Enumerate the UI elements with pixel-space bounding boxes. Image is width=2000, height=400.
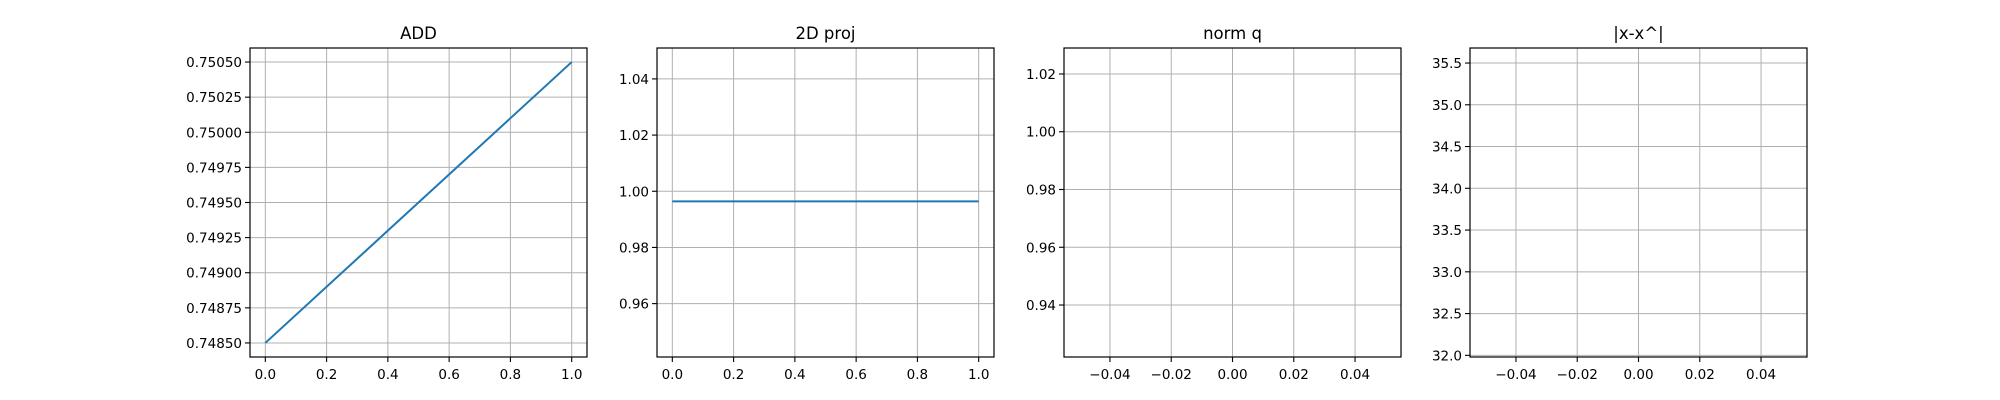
- subplot-title: |x-x^|: [1613, 24, 1663, 43]
- x-tick-label: −0.02: [1557, 367, 1598, 383]
- x-tick-label: 0.02: [1685, 367, 1715, 383]
- y-tick-label: 0.74900: [186, 266, 242, 282]
- y-tick-label: 0.74975: [186, 160, 242, 176]
- y-tick-label: 34.5: [1432, 140, 1462, 156]
- y-tick-label: 32.5: [1432, 307, 1462, 323]
- axes-frame: [656, 47, 995, 358]
- y-tick-label: 0.94: [1026, 298, 1056, 314]
- x-tick-label: 0.00: [1623, 367, 1653, 383]
- subplot-title: norm q: [1203, 24, 1262, 43]
- x-tick-label: 0.02: [1279, 367, 1309, 383]
- series-line-1: [264, 61, 573, 344]
- x-tick-label: −0.04: [1495, 367, 1536, 383]
- y-tick-label: 0.75050: [186, 55, 242, 71]
- y-tick-label: 1.00: [619, 184, 649, 200]
- x-tick-label: 0.6: [845, 367, 866, 383]
- subplot-1: 0.0 0.2 0.4 0.6 0.8 1.0 0.74850 0.74875 0.74900 0…: [186, 24, 588, 383]
- y-tick-label: 33.5: [1432, 223, 1462, 239]
- y-tick-label: 0.74850: [186, 336, 242, 352]
- x-tick-label: 0.2: [723, 367, 744, 383]
- x-tick-label: 0.0: [255, 367, 276, 383]
- y-tick-label: 0.96: [1026, 240, 1056, 256]
- y-tick-label: 0.98: [1026, 183, 1056, 199]
- y-tick-label: 0.74925: [186, 231, 242, 247]
- x-tick-label: 0.04: [1340, 367, 1370, 383]
- x-tick-label: 0.4: [784, 367, 805, 383]
- x-tick-label: −0.04: [1089, 367, 1130, 383]
- x-tick-label: 0.0: [662, 367, 683, 383]
- x-tick-label: 0.8: [500, 367, 521, 383]
- x-tick-label: −0.02: [1151, 367, 1192, 383]
- y-tick-label: 1.02: [619, 128, 649, 144]
- subplot-title: ADD: [400, 24, 437, 43]
- y-tick-label: 1.04: [619, 72, 649, 88]
- x-tick-label: 0.04: [1746, 367, 1776, 383]
- y-tick-label: 0.96: [619, 297, 649, 313]
- y-tick-label: 32.0: [1432, 348, 1462, 364]
- y-tick-label: 0.75025: [186, 90, 242, 106]
- y-tick-label: 0.75000: [186, 125, 242, 141]
- x-tick-label: 0.2: [316, 367, 337, 383]
- x-tick-label: 1.0: [968, 367, 989, 383]
- y-tick-label: 1.02: [1026, 67, 1056, 83]
- subplot-title: 2D proj: [795, 24, 855, 43]
- subplot-3: −0.04 −0.02 0.00 0.02 0.04 0.94 0.96 0.98 1.00 1.…: [1026, 24, 1402, 383]
- x-tick-label: 0.6: [438, 367, 459, 383]
- y-tick-label: 0.74950: [186, 196, 242, 212]
- x-tick-label: 0.4: [377, 367, 398, 383]
- y-tick-label: 0.98: [619, 240, 649, 256]
- x-tick-label: 0.8: [907, 367, 928, 383]
- y-tick-label: 1.00: [1026, 125, 1056, 141]
- y-tick-label: 34.0: [1432, 181, 1462, 197]
- y-tick-label: 0.74875: [186, 301, 242, 317]
- subplot-4: −0.04 −0.02 0.00 0.02 0.04 32.0 32.5 33.0 33.5 34…: [1432, 24, 1808, 383]
- x-tick-label: 1.0: [561, 367, 582, 383]
- y-tick-label: 35.0: [1432, 98, 1462, 114]
- subplot-2: 0.0 0.2 0.4 0.6 0.8 1.0 0.96 0.98 1.00 1.02 1.04 2D…: [619, 24, 995, 383]
- y-tick-label: 35.5: [1432, 56, 1462, 72]
- y-tick-label: 33.0: [1432, 265, 1462, 281]
- x-tick-label: 0.00: [1217, 367, 1247, 383]
